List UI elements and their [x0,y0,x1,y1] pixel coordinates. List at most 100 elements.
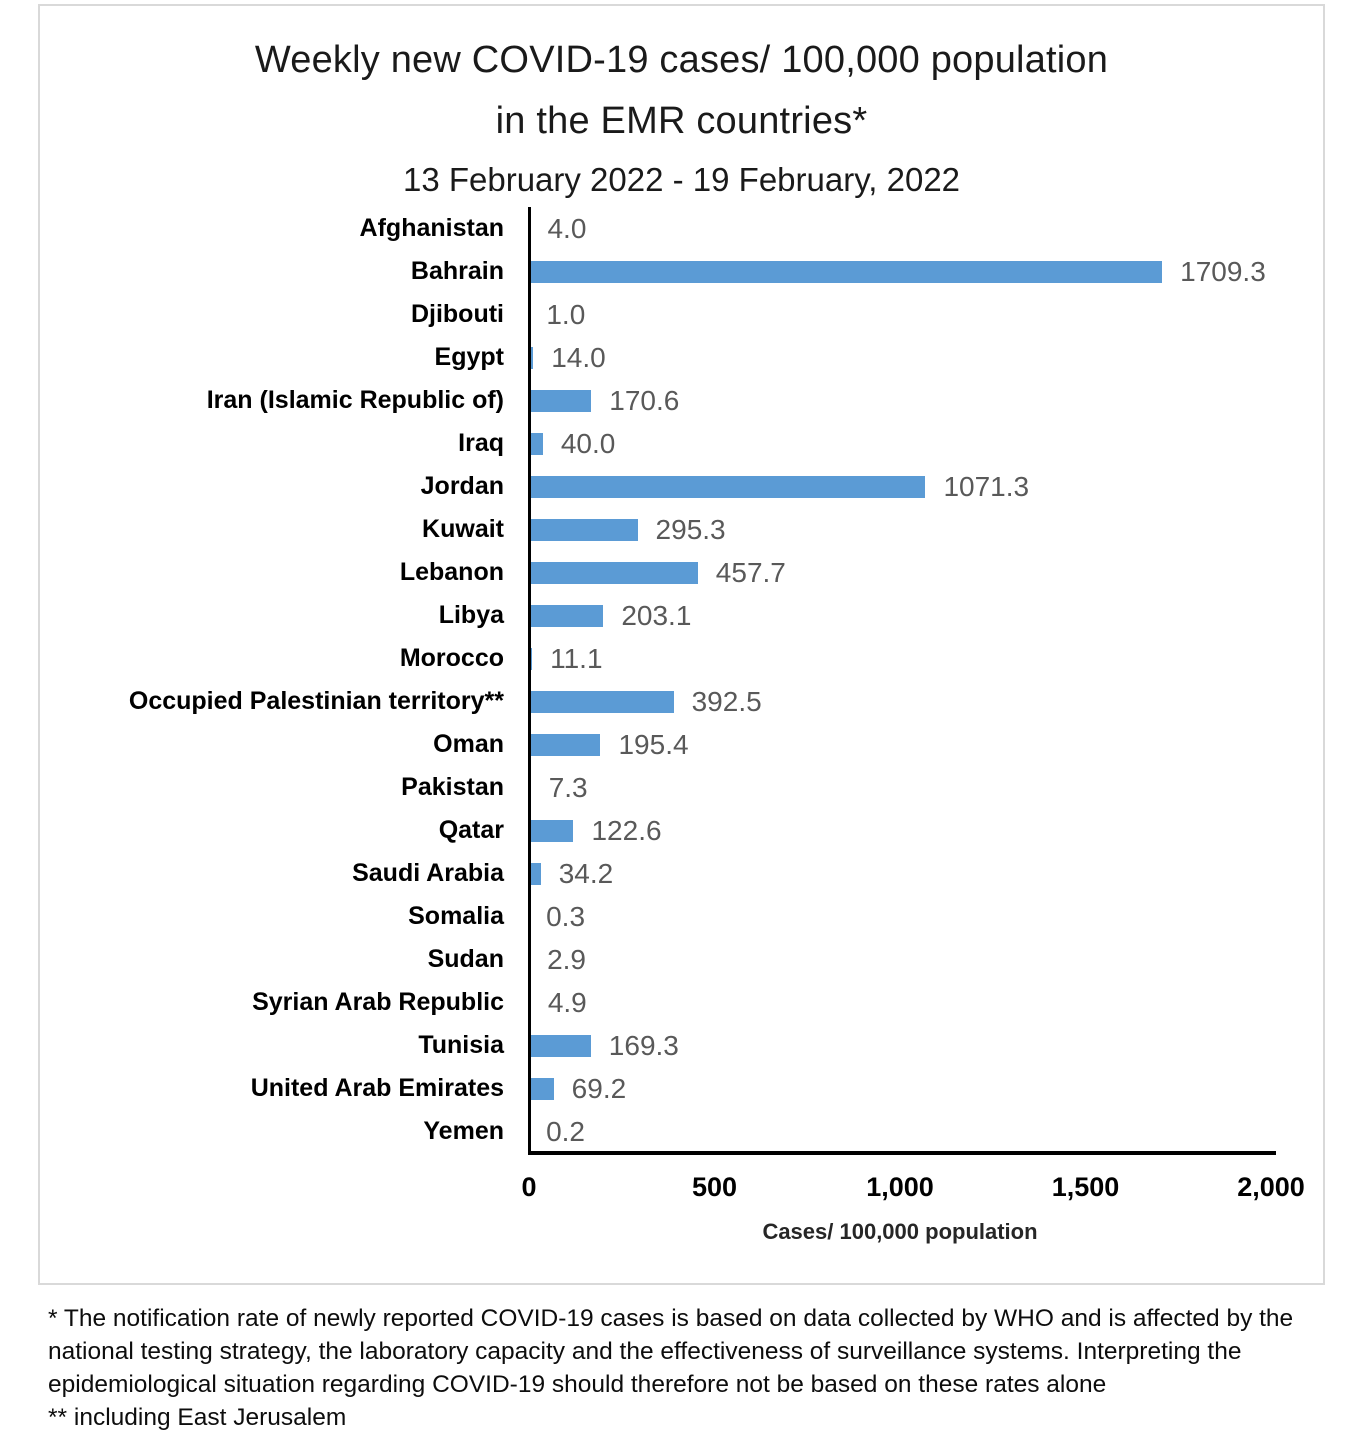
category-label: United Arab Emirates [250,1074,504,1102]
chart-row: Oman 195.4 [40,723,1323,766]
value-label: 1.0 [546,298,586,330]
row-plot: 122.6 [528,809,1270,852]
footnote-east-jerusalem: ** including East Jerusalem [48,1404,347,1431]
value-label: 457.7 [715,556,786,588]
x-tick-label: 1,500 [1051,1172,1120,1202]
chart-row: Afghanistan 4.0 [40,207,1323,250]
row-plot: 295.3 [528,508,1270,551]
category-label: Morocco [399,644,504,672]
x-axis-ticks: 0 500 1,000 1,500 2,000 [40,1172,1323,1208]
value-label: 2.9 [547,943,586,975]
row-plot: 195.4 [528,723,1270,766]
value-label: 34.2 [558,857,614,889]
x-axis-title: Cases/ 100,000 population [762,1219,1038,1244]
chart-row: Pakistan 7.3 [40,766,1323,809]
category-label: Egypt [434,343,504,371]
row-plot: 392.5 [528,680,1270,723]
bar [528,1077,554,1100]
y-axis-line [528,207,531,1153]
value-label: 0.3 [546,900,586,932]
chart-row: Iraq 40.0 [40,422,1323,465]
chart-row: Libya 203.1 [40,594,1323,637]
row-plot: 14.0 [528,336,1270,379]
bar [528,733,601,756]
chart-title-line-1: Weekly new COVID-19 cases/ 100,000 popul… [254,39,1109,81]
value-label: 169.3 [608,1029,679,1061]
chart-row: Qatar 122.6 [40,809,1323,852]
category-label: Iran (Islamic Republic of) [206,386,504,414]
row-plot: 1709.3 [528,250,1270,293]
bar [528,862,541,885]
category-label: Afghanistan [359,214,504,242]
row-plot: 203.1 [528,594,1270,637]
value-label: 14.0 [551,341,606,373]
row-plot: 4.9 [528,981,1270,1024]
category-label: Sudan [427,945,504,973]
value-label: 122.6 [591,814,662,846]
value-label: 0.2 [546,1115,585,1147]
x-tick-label: 2,000 [1237,1172,1305,1202]
row-plot: 457.7 [528,551,1270,594]
chart-row: Sudan 2.9 [40,938,1323,981]
value-label: 1709.3 [1180,255,1266,287]
value-label: 40.0 [560,427,616,459]
row-plot: 4.0 [528,207,1270,250]
chart-row: Iran (Islamic Republic of) 170.6 [40,379,1323,422]
category-label: Libya [438,601,504,629]
chart-title-line-2: in the EMR countries* [495,100,868,142]
category-label: Somalia [408,902,504,930]
value-label: 392.5 [691,685,762,717]
category-label: Yemen [423,1117,504,1145]
chart-row: Bahrain 1709.3 [40,250,1323,293]
value-label: 170.6 [609,384,680,416]
category-label: Oman [433,730,504,758]
value-label: 203.1 [621,599,692,631]
chart-row: Syrian Arab Republic 4.9 [40,981,1323,1024]
footnote-notification-rate: * The notification rate of newly reporte… [48,1305,1294,1398]
chart-title-block: Weekly new COVID-19 cases/ 100,000 popul… [40,30,1323,208]
row-plot: 2.9 [528,938,1270,981]
row-plot: 1.0 [528,293,1270,336]
value-label: 1071.3 [943,470,1030,502]
chart-row: Yemen 0.2 [40,1110,1323,1153]
bar [528,518,638,541]
chart-row: Jordan 1071.3 [40,465,1323,508]
category-label: Tunisia [418,1031,504,1059]
category-label: Kuwait [422,515,504,543]
chart-row: Tunisia 169.3 [40,1024,1323,1067]
bar [528,432,543,455]
value-label: 295.3 [655,513,726,545]
chart-row: Occupied Palestinian territory** 392.5 [40,680,1323,723]
chart-row: Djibouti 1.0 [40,293,1323,336]
x-axis-line [528,1151,1276,1155]
value-label: 195.4 [618,728,689,760]
category-label: Syrian Arab Republic [252,988,504,1016]
row-plot: 1071.3 [528,465,1270,508]
chart-card: Weekly new COVID-19 cases/ 100,000 popul… [38,4,1325,1285]
bar [528,604,604,627]
chart-subtitle-date-range: 13 February 2022 - 19 February, 2022 [402,161,961,198]
plot-area: Afghanistan 4.0 Bahrain 1709.3 Djibouti 1.0 Eg… [40,207,1323,1153]
value-label: 69.2 [571,1072,627,1104]
bar [528,561,698,584]
value-label: 4.0 [547,212,587,244]
category-label: Djibouti [410,300,504,328]
bar [528,690,674,713]
chart-row: United Arab Emirates 69.2 [40,1067,1323,1110]
x-tick-label: 1,000 [866,1172,934,1202]
chart-rows: Afghanistan 4.0 Bahrain 1709.3 Djibouti 1.0 Eg… [40,207,1323,1153]
category-label: Pakistan [401,773,504,801]
chart-row: Somalia 0.3 [40,895,1323,938]
category-label: Saudi Arabia [352,859,504,887]
chart-row: Saudi Arabia 34.2 [40,852,1323,895]
row-plot: 7.3 [528,766,1270,809]
x-tick-label: 0 [521,1172,537,1202]
chart-row: Kuwait 295.3 [40,508,1323,551]
row-plot: 0.3 [528,895,1270,938]
row-plot: 170.6 [528,379,1270,422]
footnotes-block: * The notification rate of newly reporte… [48,1302,1310,1434]
bar [528,819,574,842]
value-label: 7.3 [548,771,588,803]
row-plot: 11.1 [528,637,1270,680]
